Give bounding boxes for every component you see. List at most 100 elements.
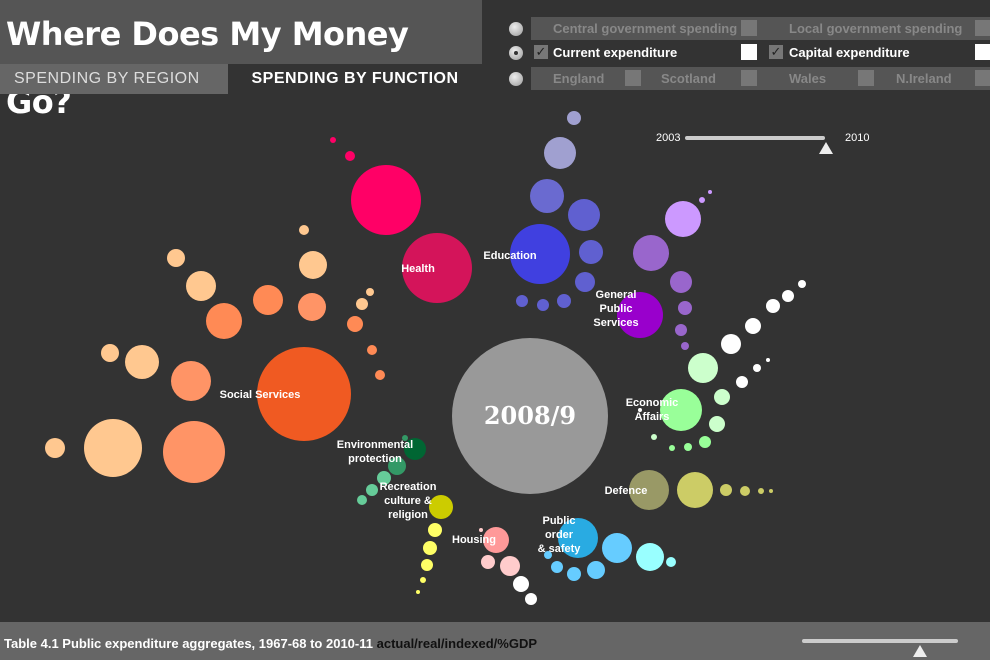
recreation-culture-religion-bubble[interactable] <box>421 559 433 571</box>
general-public-services-bubble[interactable] <box>708 190 712 194</box>
education-bubble[interactable] <box>567 111 581 125</box>
recreation-culture-religion-bubble-main[interactable] <box>429 495 453 519</box>
year-slider-thumb[interactable] <box>819 142 833 154</box>
social-services-bubble[interactable] <box>298 293 326 321</box>
defence-bubble[interactable] <box>769 489 773 493</box>
environmental-protection-bubble[interactable] <box>366 484 378 496</box>
economic-affairs-bubble[interactable] <box>766 299 780 313</box>
footer-slider[interactable] <box>802 639 958 643</box>
central-gov-checkbox[interactable] <box>741 20 757 36</box>
social-services-bubble[interactable] <box>163 421 225 483</box>
economic-affairs-bubble[interactable] <box>766 358 770 362</box>
general-public-services-bubble[interactable] <box>675 324 687 336</box>
public-order-safety-bubble[interactable] <box>587 561 605 579</box>
tab-spending-by-region[interactable]: SPENDING BY REGION <box>0 64 228 94</box>
general-public-services-bubble-main[interactable] <box>617 292 663 338</box>
education-bubble[interactable] <box>544 137 576 169</box>
health-bubble[interactable] <box>330 137 336 143</box>
economic-affairs-bubble[interactable] <box>638 408 642 412</box>
education-bubble[interactable] <box>530 179 564 213</box>
england-checkbox[interactable] <box>625 70 641 86</box>
housing-bubble[interactable] <box>479 528 483 532</box>
radio-gov-level[interactable] <box>509 22 523 36</box>
economic-affairs-bubble[interactable] <box>782 290 794 302</box>
general-public-services-bubble[interactable] <box>678 301 692 315</box>
scotland-checkbox[interactable] <box>741 70 757 86</box>
radio-expenditure-type[interactable] <box>509 46 523 60</box>
general-public-services-bubble[interactable] <box>633 235 669 271</box>
radio-nation[interactable] <box>509 72 523 86</box>
footer-slider-thumb[interactable] <box>913 645 927 657</box>
education-bubble[interactable] <box>579 240 603 264</box>
education-bubble[interactable] <box>575 272 595 292</box>
social-services-bubble[interactable] <box>84 419 142 477</box>
public-order-safety-bubble[interactable] <box>602 533 632 563</box>
housing-bubble[interactable] <box>513 576 529 592</box>
tab-spending-by-function[interactable]: SPENDING BY FUNCTION <box>228 64 482 94</box>
economic-affairs-bubble[interactable] <box>714 389 730 405</box>
public-order-safety-bubble[interactable] <box>567 567 581 581</box>
housing-bubble[interactable] <box>525 593 537 605</box>
environmental-protection-bubble-main[interactable] <box>404 438 426 460</box>
defence-bubble[interactable] <box>740 486 750 496</box>
economic-affairs-bubble[interactable] <box>651 434 657 440</box>
economic-affairs-bubble[interactable] <box>688 353 718 383</box>
social-services-bubble[interactable] <box>299 251 327 279</box>
economic-affairs-bubble[interactable] <box>745 318 761 334</box>
general-public-services-bubble[interactable] <box>699 197 705 203</box>
health-bubble-main[interactable] <box>402 233 472 303</box>
social-services-bubble[interactable] <box>367 345 377 355</box>
health-bubble[interactable] <box>345 151 355 161</box>
social-services-bubble[interactable] <box>125 345 159 379</box>
social-services-bubble[interactable] <box>101 344 119 362</box>
economic-affairs-bubble[interactable] <box>721 334 741 354</box>
wales-checkbox[interactable] <box>858 70 874 86</box>
education-bubble[interactable] <box>557 294 571 308</box>
recreation-culture-religion-bubble[interactable] <box>420 577 426 583</box>
social-services-bubble[interactable] <box>375 370 385 380</box>
defence-bubble[interactable] <box>720 484 732 496</box>
housing-bubble[interactable] <box>500 556 520 576</box>
economic-affairs-bubble[interactable] <box>736 376 748 388</box>
economic-affairs-bubble[interactable] <box>798 280 806 288</box>
mode-links[interactable]: actual/real/indexed/%GDP <box>376 636 538 651</box>
social-services-bubble[interactable] <box>186 271 216 301</box>
public-order-safety-bubble[interactable] <box>544 551 552 559</box>
general-public-services-bubble[interactable] <box>665 201 701 237</box>
environmental-protection-bubble[interactable] <box>402 435 408 441</box>
public-order-safety-bubble[interactable] <box>551 561 563 573</box>
environmental-protection-bubble[interactable] <box>377 471 391 485</box>
social-services-bubble[interactable] <box>347 316 363 332</box>
nireland-checkbox[interactable] <box>975 70 990 86</box>
economic-affairs-bubble-main[interactable] <box>660 389 702 431</box>
current-expenditure-checkbox[interactable]: ✓ <box>534 44 548 59</box>
recreation-culture-religion-bubble[interactable] <box>416 590 420 594</box>
social-services-bubble-main[interactable] <box>257 347 351 441</box>
education-bubble[interactable] <box>568 199 600 231</box>
social-services-bubble[interactable] <box>356 298 368 310</box>
current-expenditure-swatch[interactable] <box>741 44 757 60</box>
social-services-bubble[interactable] <box>366 288 374 296</box>
economic-affairs-bubble[interactable] <box>699 436 711 448</box>
social-services-bubble[interactable] <box>167 249 185 267</box>
defence-bubble-main[interactable] <box>629 470 669 510</box>
economic-affairs-bubble[interactable] <box>753 364 761 372</box>
public-order-safety-bubble-main[interactable] <box>558 518 598 558</box>
social-services-bubble[interactable] <box>171 361 211 401</box>
public-order-safety-bubble[interactable] <box>636 543 664 571</box>
social-services-bubble[interactable] <box>299 225 309 235</box>
local-gov-checkbox[interactable] <box>975 20 990 36</box>
capital-expenditure-swatch[interactable] <box>975 44 990 60</box>
capital-expenditure-checkbox[interactable]: ✓ <box>769 44 783 59</box>
social-services-bubble[interactable] <box>206 303 242 339</box>
public-order-safety-bubble[interactable] <box>666 557 676 567</box>
housing-bubble[interactable] <box>481 555 495 569</box>
defence-bubble[interactable] <box>677 472 713 508</box>
economic-affairs-bubble[interactable] <box>669 445 675 451</box>
housing-bubble-main[interactable] <box>483 527 509 553</box>
education-bubble[interactable] <box>516 295 528 307</box>
education-bubble[interactable] <box>537 299 549 311</box>
education-bubble-main[interactable] <box>510 224 570 284</box>
environmental-protection-bubble[interactable] <box>388 457 406 475</box>
general-public-services-bubble[interactable] <box>681 342 689 350</box>
